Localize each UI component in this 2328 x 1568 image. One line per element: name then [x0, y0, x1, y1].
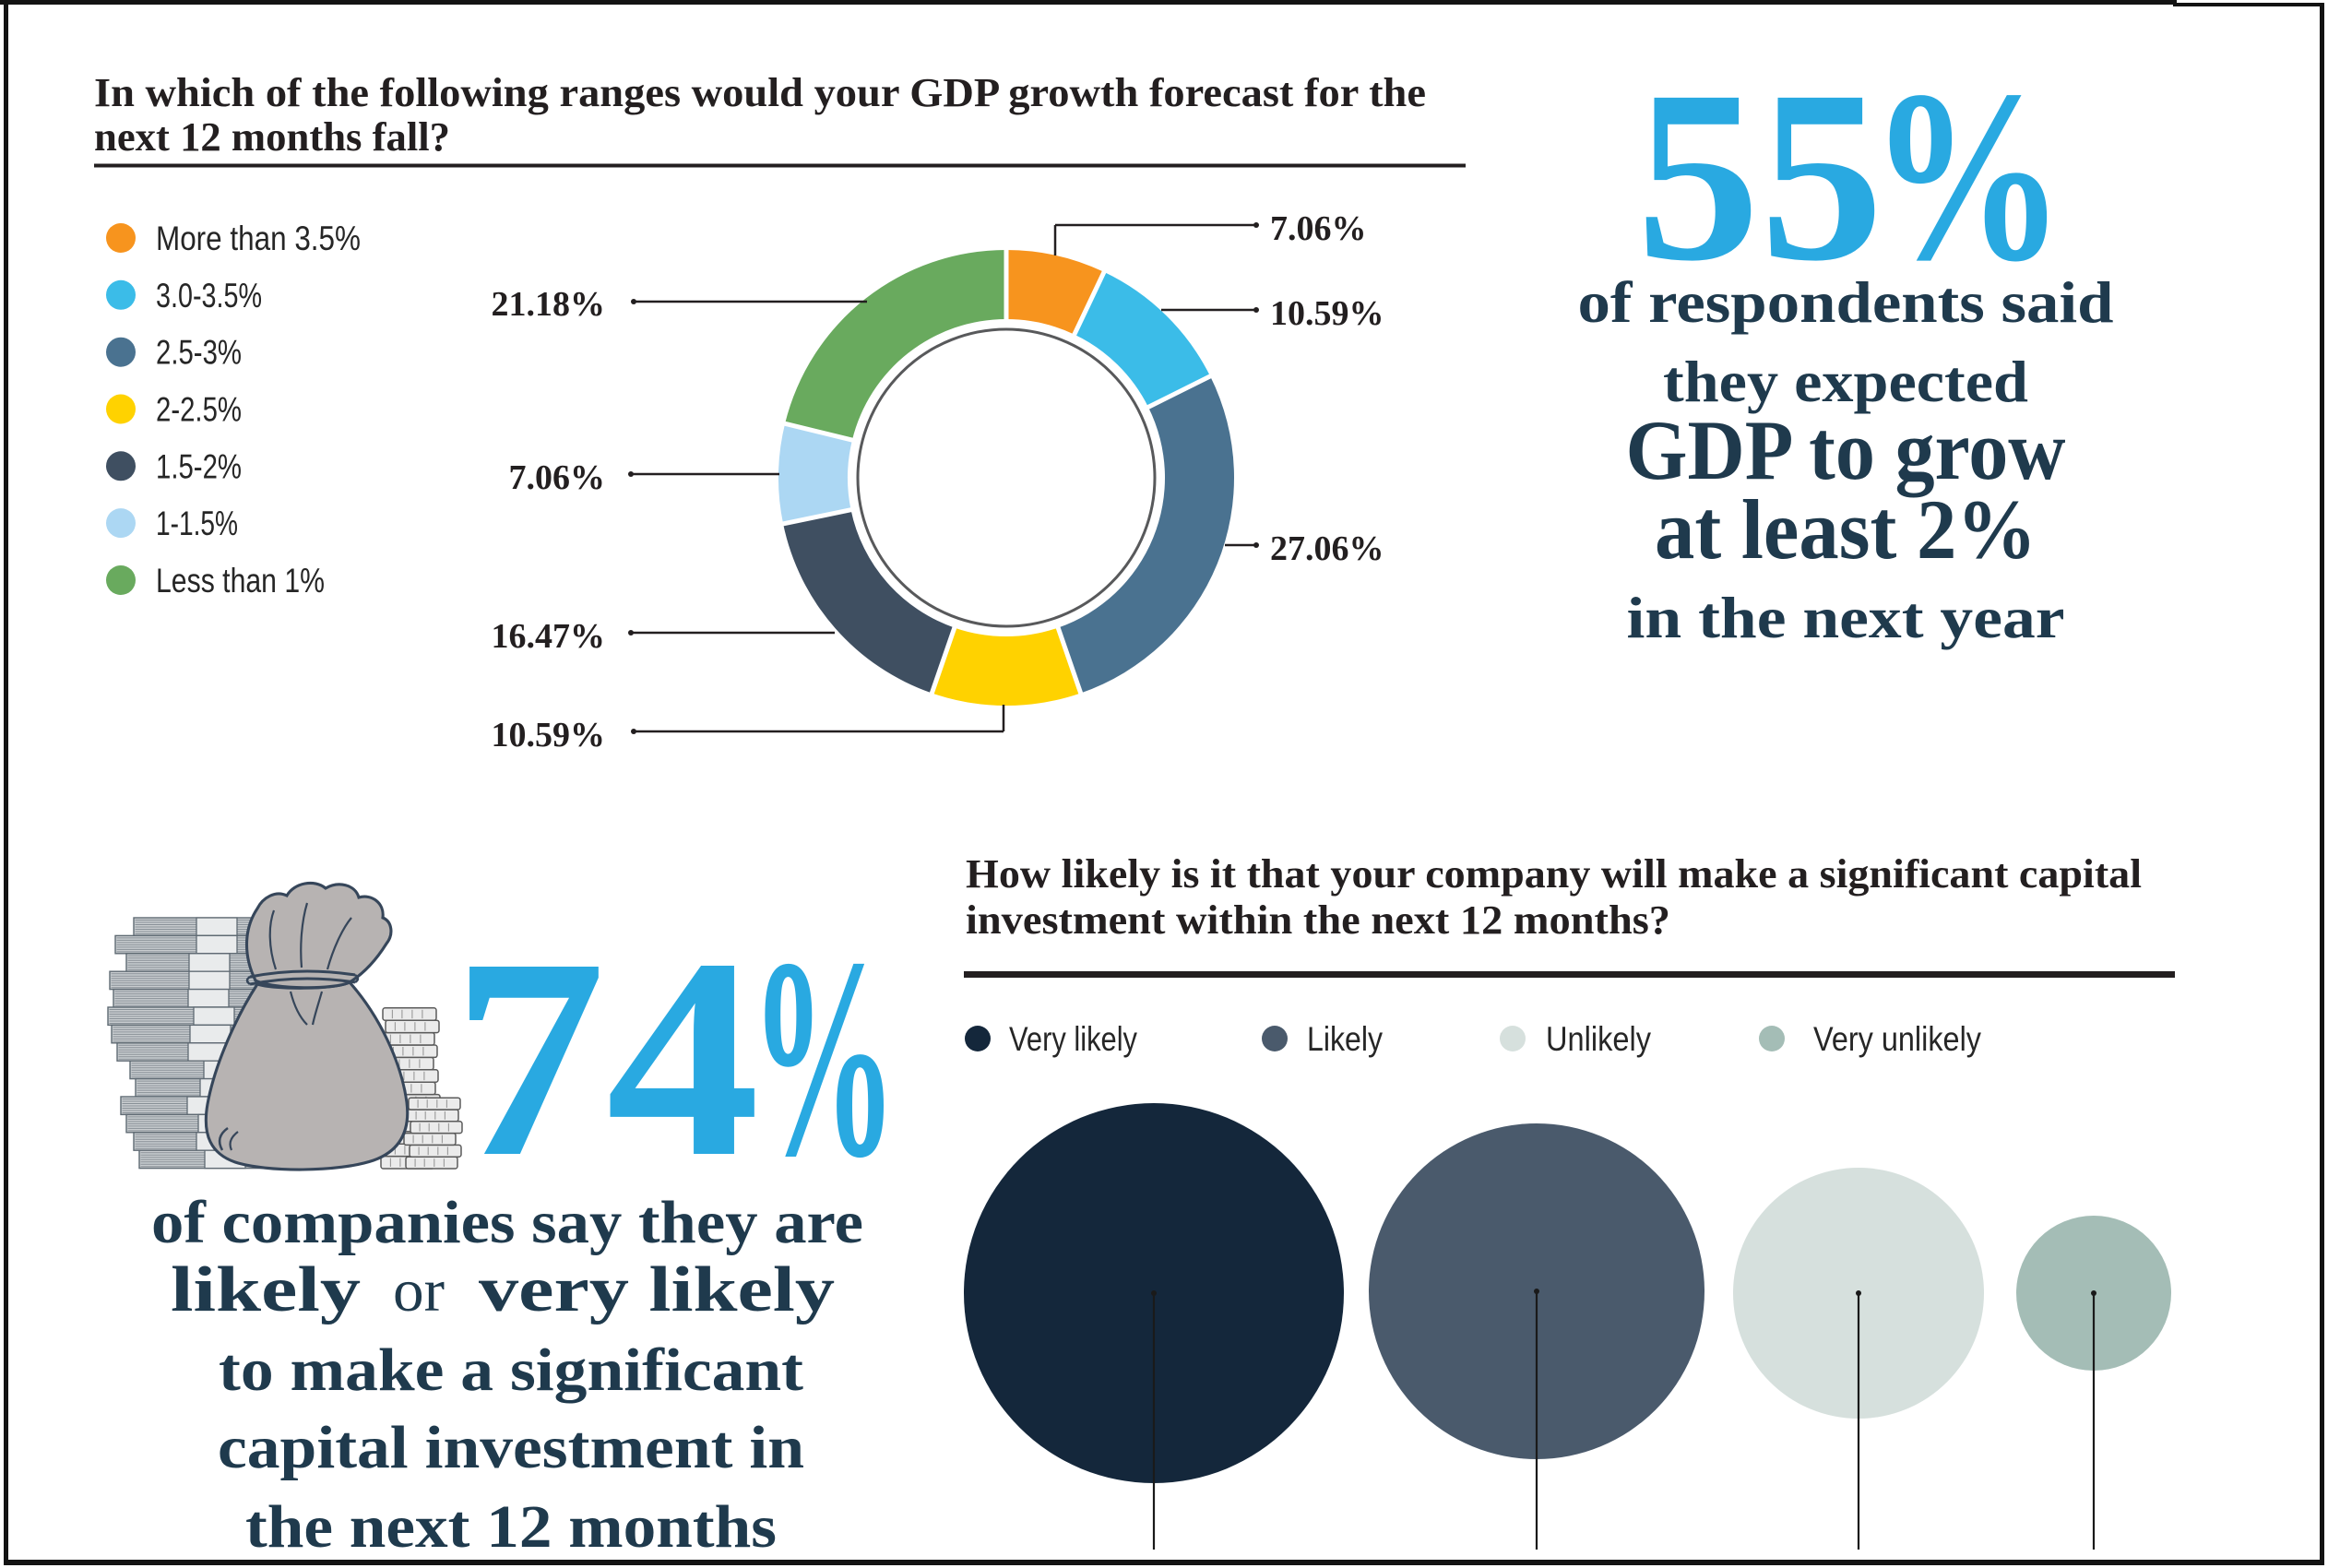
svg-text:in the next year: in the next year — [1627, 585, 2065, 650]
svg-text:10.59%: 10.59% — [492, 716, 606, 754]
svg-text:to make a significant: to make a significant — [219, 1336, 803, 1404]
svg-text:of respondents said: of respondents said — [1578, 269, 2114, 335]
svg-text:Less than 1%: Less than 1% — [156, 562, 325, 600]
svg-text:2-2.5%: 2-2.5% — [156, 390, 242, 428]
svg-text:Very likely: Very likely — [1009, 1020, 1137, 1058]
svg-text:More than 3.5%: More than 3.5% — [156, 220, 361, 257]
svg-text:1-1.5%: 1-1.5% — [156, 505, 238, 542]
svg-text:the next 12 months: the next 12 months — [245, 1493, 777, 1561]
svg-text:next 12 months fall?: next 12 months fall? — [94, 114, 450, 160]
svg-text:7.06%: 7.06% — [509, 458, 606, 497]
svg-text:likely: likely — [171, 1254, 361, 1325]
svg-text:Very unlikely: Very unlikely — [1813, 1020, 1981, 1058]
svg-text:1.5-2%: 1.5-2% — [156, 447, 242, 485]
svg-text:at least 2%: at least 2% — [1655, 482, 2037, 576]
svg-text:10.59%: 10.59% — [1270, 294, 1384, 333]
svg-text:capital investment in: capital investment in — [218, 1414, 804, 1481]
svg-text:16.47%: 16.47% — [492, 617, 606, 656]
svg-text:GDP to grow: GDP to grow — [1626, 403, 2066, 497]
svg-text:Likely: Likely — [1307, 1020, 1383, 1058]
svg-text:very likely: very likely — [479, 1254, 835, 1325]
svg-text:How likely is it that your com: How likely is it that your company will … — [966, 851, 2142, 897]
svg-text:Unlikely: Unlikely — [1546, 1020, 1651, 1058]
svg-text:3.0-3.5%: 3.0-3.5% — [156, 277, 262, 315]
svg-text:%: % — [750, 900, 897, 1217]
svg-text:55: 55 — [1636, 40, 1883, 312]
svg-text:investment within the next 12: investment within the next 12 months? — [966, 897, 1670, 943]
svg-text:21.18%: 21.18% — [492, 285, 606, 324]
svg-text:27.06%: 27.06% — [1270, 529, 1384, 568]
svg-text:2.5-3%: 2.5-3% — [156, 334, 242, 372]
svg-text:they expected: they expected — [1663, 349, 2028, 414]
svg-text:74: 74 — [452, 900, 760, 1217]
svg-text:of companies say they are: of companies say they are — [151, 1189, 863, 1256]
svg-text:7.06%: 7.06% — [1270, 209, 1367, 248]
svg-text:or: or — [393, 1257, 445, 1324]
svg-text:In which of the following rang: In which of the following ranges would y… — [94, 70, 1426, 115]
svg-text:%: % — [1870, 40, 2065, 312]
